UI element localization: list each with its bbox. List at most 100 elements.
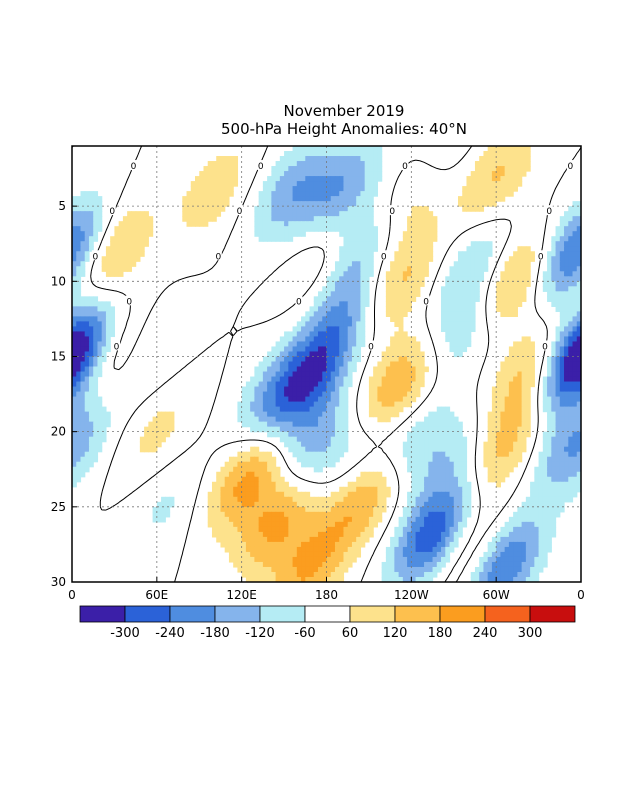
anomaly-cell <box>267 371 272 378</box>
anomaly-cell <box>394 536 400 543</box>
anomaly-cell <box>568 401 574 408</box>
anomaly-cell <box>262 361 268 368</box>
anomaly-cell <box>373 176 378 182</box>
anomaly-cell <box>326 381 332 388</box>
anomaly-cell <box>504 436 510 443</box>
anomaly-cell <box>564 366 569 373</box>
anomaly-cell <box>101 416 107 423</box>
anomaly-cell <box>538 456 544 463</box>
anomaly-cell <box>165 431 171 438</box>
anomaly-cell <box>462 516 468 523</box>
anomaly-cell <box>534 531 540 538</box>
anomaly-cell <box>419 486 425 493</box>
anomaly-cell <box>330 301 336 307</box>
anomaly-cell <box>394 341 400 348</box>
anomaly-cell <box>309 326 315 333</box>
anomaly-cell <box>572 336 578 343</box>
anomaly-cell <box>279 416 285 423</box>
anomaly-cell <box>292 361 298 368</box>
anomaly-cell <box>322 361 328 368</box>
anomaly-cell <box>508 446 514 453</box>
contour-label-bg <box>91 250 99 261</box>
anomaly-cell <box>339 376 345 383</box>
anomaly-cell <box>301 516 306 523</box>
anomaly-cell <box>330 306 336 312</box>
anomaly-cell <box>407 536 412 543</box>
anomaly-cell <box>542 551 548 558</box>
anomaly-cell <box>343 371 349 378</box>
anomaly-cell <box>292 506 298 513</box>
anomaly-cell <box>576 291 581 297</box>
anomaly-cell <box>195 191 200 197</box>
anomaly-cell <box>445 486 451 493</box>
anomaly-cell <box>411 491 417 498</box>
anomaly-cell <box>364 186 370 192</box>
anomaly-cell <box>407 281 412 287</box>
anomaly-cell <box>351 236 357 242</box>
anomaly-cell <box>411 376 417 383</box>
anomaly-cell <box>313 406 319 413</box>
anomaly-cell <box>305 566 311 573</box>
anomaly-cell <box>237 541 243 548</box>
anomaly-cell <box>339 201 345 207</box>
anomaly-cell <box>564 231 569 237</box>
anomaly-cell <box>343 321 349 328</box>
anomaly-cell <box>449 436 455 443</box>
anomaly-cell <box>428 431 434 438</box>
anomaly-cell <box>305 541 311 548</box>
anomaly-cell <box>105 321 111 328</box>
anomaly-cell <box>343 526 349 533</box>
anomaly-cell <box>318 161 323 167</box>
anomaly-cell <box>368 411 374 418</box>
anomaly-cell <box>203 166 209 172</box>
anomaly-cell <box>343 211 349 217</box>
anomaly-cell <box>419 281 425 287</box>
anomaly-cell <box>428 446 434 453</box>
anomaly-cell <box>322 326 328 333</box>
anomaly-cell <box>407 566 412 573</box>
anomaly-cell <box>343 191 349 197</box>
anomaly-cell <box>347 251 353 257</box>
anomaly-cell <box>93 306 99 312</box>
anomaly-cell <box>156 411 162 418</box>
anomaly-cell <box>436 546 442 553</box>
anomaly-cell <box>504 446 510 453</box>
anomaly-cell <box>470 206 476 212</box>
anomaly-cell <box>500 391 506 398</box>
anomaly-cell <box>385 391 391 398</box>
anomaly-cell <box>258 491 264 498</box>
anomaly-cell <box>419 476 425 483</box>
anomaly-cell <box>347 491 353 498</box>
anomaly-cell <box>428 451 434 458</box>
anomaly-cell <box>559 396 565 403</box>
anomaly-cell <box>254 551 260 558</box>
anomaly-cell <box>284 161 289 167</box>
anomaly-cell <box>402 376 408 383</box>
anomaly-cell <box>80 316 86 322</box>
anomaly-cell <box>411 291 417 297</box>
anomaly-cell <box>534 551 540 558</box>
anomaly-cell <box>237 511 243 518</box>
anomaly-cell <box>288 186 294 192</box>
anomaly-cell <box>284 526 289 533</box>
anomaly-cell <box>390 276 395 282</box>
anomaly-cell <box>72 401 77 408</box>
anomaly-cell <box>402 361 408 368</box>
anomaly-cell <box>339 211 345 217</box>
anomaly-cell <box>305 366 311 373</box>
anomaly-cell <box>360 216 366 222</box>
anomaly-cell <box>88 401 94 408</box>
anomaly-cell <box>334 206 340 212</box>
anomaly-cell <box>424 366 429 373</box>
anomaly-cell <box>334 271 340 277</box>
anomaly-cell <box>76 346 82 353</box>
anomaly-cell <box>322 551 328 558</box>
anomaly-cell <box>301 561 306 568</box>
anomaly-cell <box>390 376 395 383</box>
anomaly-cell <box>441 456 446 463</box>
contour-labels: 0 0 0 00 0 0 00 0 0 00 0 00 0 0 <box>91 160 574 352</box>
anomaly-cell <box>381 381 387 388</box>
anomaly-cell <box>466 301 472 307</box>
anomaly-cell <box>224 161 230 167</box>
anomaly-cell <box>419 246 425 252</box>
